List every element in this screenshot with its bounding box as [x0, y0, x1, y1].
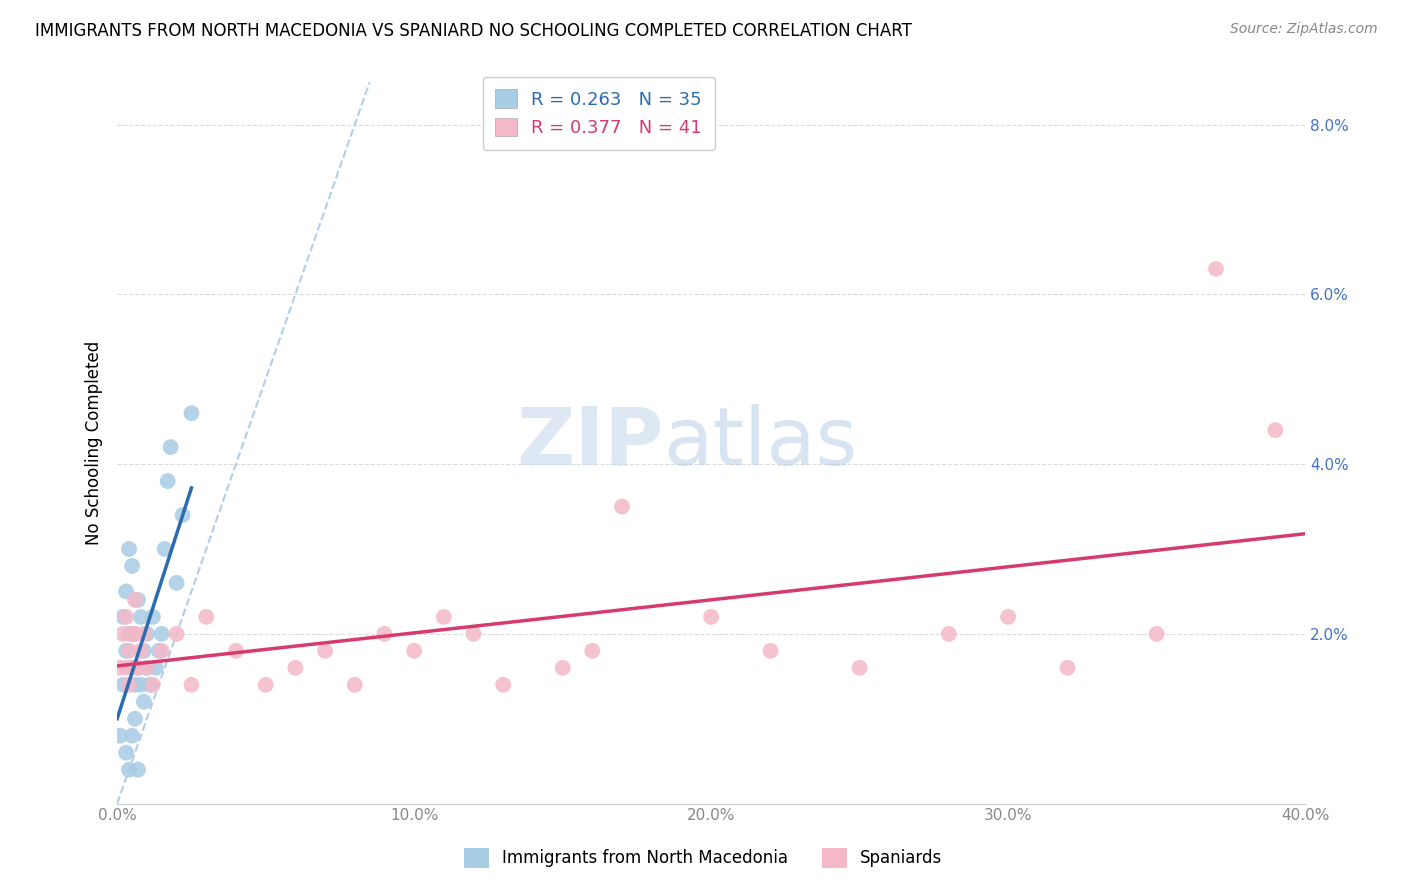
Point — [156, 474, 179, 488]
Point — [225, 644, 247, 658]
Point — [172, 508, 194, 522]
Point — [124, 678, 146, 692]
Point — [1056, 661, 1078, 675]
Point — [492, 678, 515, 692]
Point — [180, 406, 202, 420]
Text: ZIP: ZIP — [516, 404, 664, 482]
Point — [115, 746, 138, 760]
Point — [166, 576, 188, 591]
Point — [118, 763, 141, 777]
Point — [112, 627, 135, 641]
Point — [121, 729, 143, 743]
Point — [132, 644, 155, 658]
Point — [127, 593, 149, 607]
Point — [135, 627, 157, 641]
Point — [700, 610, 723, 624]
Point — [759, 644, 782, 658]
Point — [112, 610, 135, 624]
Point — [848, 661, 870, 675]
Point — [127, 661, 149, 675]
Point — [166, 627, 188, 641]
Point — [1264, 423, 1286, 437]
Point — [139, 678, 162, 692]
Point — [343, 678, 366, 692]
Point — [108, 661, 131, 675]
Point — [938, 627, 960, 641]
Point — [135, 661, 157, 675]
Point — [150, 627, 173, 641]
Point — [121, 627, 143, 641]
Point — [112, 678, 135, 692]
Point — [145, 661, 167, 675]
Point — [129, 678, 152, 692]
Point — [121, 558, 143, 573]
Point — [1146, 627, 1168, 641]
Point — [124, 712, 146, 726]
Point — [404, 644, 426, 658]
Point — [118, 644, 141, 658]
Point — [254, 678, 277, 692]
Point — [108, 729, 131, 743]
Point — [180, 678, 202, 692]
Point — [997, 610, 1019, 624]
Point — [124, 627, 146, 641]
Text: atlas: atlas — [664, 404, 858, 482]
Point — [153, 541, 176, 556]
Y-axis label: No Schooling Completed: No Schooling Completed — [86, 341, 103, 545]
Point — [118, 627, 141, 641]
Point — [129, 610, 152, 624]
Point — [118, 678, 141, 692]
Point — [159, 440, 181, 454]
Legend: R = 0.263   N = 35, R = 0.377   N = 41: R = 0.263 N = 35, R = 0.377 N = 41 — [482, 77, 714, 150]
Point — [115, 610, 138, 624]
Point — [129, 644, 152, 658]
Point — [127, 661, 149, 675]
Point — [124, 627, 146, 641]
Point — [115, 644, 138, 658]
Point — [314, 644, 336, 658]
Text: Source: ZipAtlas.com: Source: ZipAtlas.com — [1230, 22, 1378, 37]
Point — [118, 541, 141, 556]
Point — [135, 661, 157, 675]
Point — [148, 644, 170, 658]
Point — [195, 610, 218, 624]
Point — [284, 661, 307, 675]
Point — [142, 610, 165, 624]
Point — [463, 627, 485, 641]
Point — [127, 763, 149, 777]
Point — [142, 678, 165, 692]
Point — [115, 661, 138, 675]
Point — [132, 627, 155, 641]
Point — [551, 661, 574, 675]
Point — [132, 695, 155, 709]
Point — [121, 661, 143, 675]
Point — [1205, 261, 1227, 276]
Point — [373, 627, 395, 641]
Text: IMMIGRANTS FROM NORTH MACEDONIA VS SPANIARD NO SCHOOLING COMPLETED CORRELATION C: IMMIGRANTS FROM NORTH MACEDONIA VS SPANI… — [35, 22, 912, 40]
Point — [150, 644, 173, 658]
Point — [124, 593, 146, 607]
Legend: Immigrants from North Macedonia, Spaniards: Immigrants from North Macedonia, Spaniar… — [457, 841, 949, 875]
Point — [115, 584, 138, 599]
Point — [610, 500, 633, 514]
Point — [581, 644, 603, 658]
Point — [121, 661, 143, 675]
Point — [433, 610, 456, 624]
